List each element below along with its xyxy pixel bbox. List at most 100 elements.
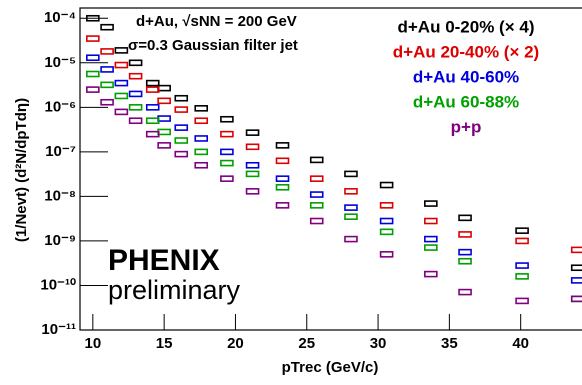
x-tick-label: 20 [227,335,244,352]
point [145,117,160,125]
point [145,130,160,138]
point [86,54,100,62]
point [100,98,114,106]
annotation: σ=0.3 Gaussian filter jet [128,37,298,54]
point [128,117,143,125]
point [245,129,260,136]
legend-entry: d+Au 20-40% (× 2) [393,42,539,61]
x-axis-title: pTrec (GeV/c) [282,359,379,376]
point [174,150,189,158]
point [424,244,438,251]
point [309,156,324,164]
point [86,86,100,93]
x-tick-label: 10 [84,335,101,352]
point [157,128,171,136]
x-tick-label: 35 [441,335,458,352]
y-tick-label: 10⁻¹¹ [41,321,76,338]
point [114,47,129,54]
legend-entry: p+p [451,117,482,136]
point [220,175,234,182]
point [220,130,234,138]
point [194,135,209,142]
point [100,23,114,31]
point [379,217,394,225]
point [515,262,529,269]
point [515,273,529,280]
point [174,124,189,131]
point [570,295,582,303]
point [379,181,394,189]
point [275,175,290,182]
point [157,84,171,92]
point [114,92,129,100]
point [344,213,358,221]
point [220,148,234,156]
point [245,161,260,169]
point [128,72,143,80]
point [458,231,472,238]
point [245,170,260,178]
point [114,108,129,116]
x-tick-label: 30 [370,335,387,352]
point [344,170,358,178]
annotation: d+Au, √sNN = 200 GeV [136,13,297,30]
point [275,202,290,209]
point [379,202,394,209]
point [344,188,358,195]
point [157,97,171,105]
point [114,61,129,69]
point [379,251,394,258]
point [114,79,129,87]
y-tick-label: 10⁻⁴ [44,9,76,26]
point [344,235,358,243]
point [424,200,438,207]
point [194,148,209,156]
point [424,217,438,225]
point [245,188,260,195]
y-tick-label: 10⁻⁶ [44,98,76,115]
point [194,161,209,169]
point [194,105,209,112]
point [344,204,358,211]
point [174,106,189,113]
point [570,246,582,254]
point [275,142,290,149]
point [157,142,171,149]
point [458,248,472,256]
plot-frame [79,7,582,331]
legend-entry: d+Au 40-60% [413,67,519,86]
point [309,191,324,198]
point [86,35,100,42]
point [220,159,234,167]
point [309,175,324,182]
point [515,237,529,245]
point [128,104,143,111]
point [86,70,100,78]
y-tick-label: 10⁻⁵ [44,54,76,71]
point [275,157,290,165]
point [145,86,160,93]
logo: PHENIX [108,244,220,277]
point [424,270,438,278]
point [157,115,171,122]
point [220,115,234,123]
point [458,288,472,296]
point [128,59,143,67]
legend-entry: d+Au 0-20% (× 4) [398,17,535,36]
point [100,66,114,73]
point [194,117,209,125]
point [245,143,260,151]
logo-subtitle: preliminary [108,275,241,305]
point [145,79,160,87]
y-tick-label: 10⁻⁸ [44,187,76,204]
point [458,257,472,265]
point [174,94,189,102]
marks [86,14,582,305]
point [570,277,582,284]
x-tick-label: 25 [298,335,315,352]
point [100,81,114,89]
y-tick-label: 10⁻¹⁰ [40,276,76,293]
point [174,137,189,144]
y-tick-label: 10⁻⁷ [45,143,76,160]
